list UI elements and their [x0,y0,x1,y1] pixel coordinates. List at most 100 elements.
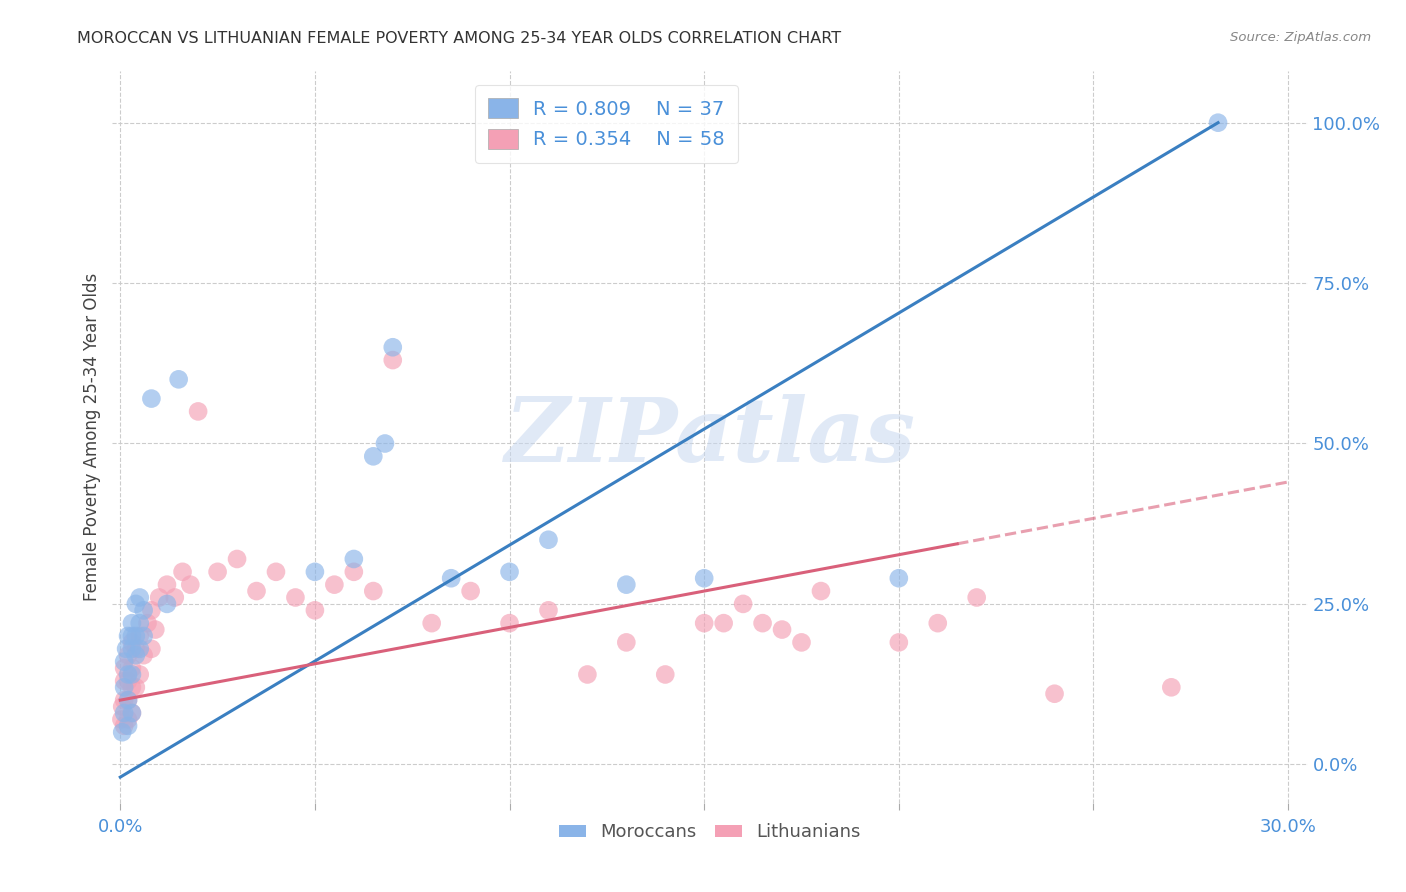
Point [733,597,755,611]
Point [112,706,135,720]
Point [381,353,404,368]
Point [121,661,143,675]
Point [115,641,138,656]
Point [132,603,155,617]
Point [537,603,560,617]
Point [110,712,132,726]
Point [207,565,229,579]
Point [121,635,143,649]
Point [770,623,793,637]
Point [187,404,209,418]
Point [112,655,135,669]
Point [693,616,716,631]
Point [112,719,135,733]
Point [117,629,139,643]
Point [887,571,910,585]
Point [141,641,163,656]
Point [498,565,520,579]
Point [117,673,139,688]
Point [343,552,366,566]
Point [148,591,170,605]
Legend: Moroccans, Lithuanians: Moroccans, Lithuanians [553,816,868,848]
Point [141,392,163,406]
Point [128,641,150,656]
Point [264,565,287,579]
Point [128,616,150,631]
Text: Source: ZipAtlas.com: Source: ZipAtlas.com [1230,31,1371,45]
Point [810,584,832,599]
Point [1160,681,1182,695]
Point [927,616,949,631]
Point [121,616,143,631]
Y-axis label: Female Poverty Among 25-34 Year Olds: Female Poverty Among 25-34 Year Olds [83,273,101,601]
Point [121,629,143,643]
Point [117,712,139,726]
Point [1206,116,1229,130]
Point [751,616,773,631]
Point [112,673,135,688]
Point [363,450,385,464]
Point [167,372,190,386]
Point [121,641,143,656]
Point [125,648,148,663]
Point [693,571,716,585]
Point [887,635,910,649]
Point [117,648,139,663]
Point [163,591,186,605]
Point [117,693,139,707]
Point [179,577,201,591]
Point [125,629,148,643]
Point [112,693,135,707]
Point [713,616,735,631]
Point [128,629,150,643]
Point [966,591,988,605]
Point [323,577,346,591]
Point [1043,687,1066,701]
Point [374,436,396,450]
Point [111,725,134,739]
Point [576,667,599,681]
Point [128,667,150,681]
Point [132,629,155,643]
Point [143,623,166,637]
Point [128,591,150,605]
Point [304,565,326,579]
Point [117,719,139,733]
Point [117,693,139,707]
Point [245,584,267,599]
Point [136,616,159,631]
Point [614,635,637,649]
Point [117,667,139,681]
Point [226,552,249,566]
Point [654,667,676,681]
Point [141,603,163,617]
Point [420,616,443,631]
Point [156,577,179,591]
Point [614,577,637,591]
Point [790,635,813,649]
Text: MOROCCAN VS LITHUANIAN FEMALE POVERTY AMONG 25-34 YEAR OLDS CORRELATION CHART: MOROCCAN VS LITHUANIAN FEMALE POVERTY AM… [77,31,841,46]
Point [284,591,307,605]
Point [363,584,385,599]
Point [304,603,326,617]
Point [460,584,482,599]
Point [121,706,143,720]
Point [343,565,366,579]
Point [537,533,560,547]
Text: ZIPatlas: ZIPatlas [505,394,915,480]
Point [132,648,155,663]
Point [112,681,135,695]
Point [121,667,143,681]
Point [172,565,194,579]
Point [498,616,520,631]
Point [121,681,143,695]
Point [112,661,135,675]
Point [381,340,404,354]
Point [156,597,179,611]
Point [440,571,463,585]
Point [121,706,143,720]
Point [125,681,148,695]
Point [125,641,148,656]
Point [125,597,148,611]
Point [111,699,134,714]
